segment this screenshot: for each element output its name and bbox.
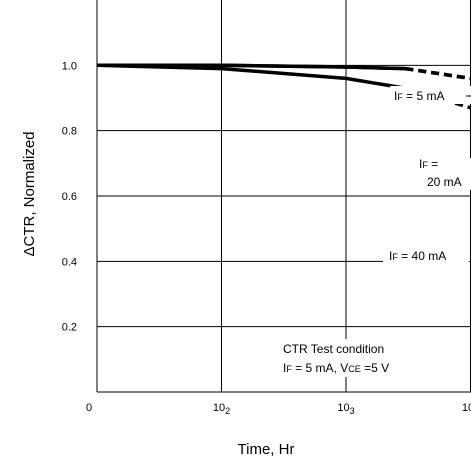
label-bg (383, 247, 469, 265)
y-tick-label: 1.0 (62, 60, 77, 72)
x-tick-label: 104 (462, 402, 471, 416)
y-axis-title: ΔCTR, Normalized (21, 131, 38, 256)
tick-labels: 01021031041050.20.40.60.81.0 (62, 60, 471, 416)
series-label-if-20ma: IF = (419, 157, 438, 171)
x-tick-label: 102 (213, 402, 230, 416)
label-bg (276, 339, 441, 377)
series-label-if-5ma: IF = 5 mA (394, 89, 445, 103)
test-condition-title: CTR Test condition (283, 342, 384, 356)
series-solid-line (96, 63, 406, 90)
series-label-if-40ma: IF = 40 mA (389, 249, 446, 263)
series-label-20ma-value: 20 mA (427, 175, 462, 189)
x-tick-label: 0 (86, 402, 92, 414)
y-tick-label: 0.2 (62, 322, 77, 334)
x-tick-label: 103 (337, 402, 354, 416)
y-tick-label: 0.6 (62, 191, 77, 203)
series-dashed-line (405, 66, 471, 81)
y-tick-label: 0.8 (62, 126, 77, 138)
annotations: IF = 5 mA IF = 20 mA IF = 40 mA CTR Test con… (276, 86, 471, 377)
label-bg (390, 86, 471, 104)
x-axis-title: Time, Hr (238, 441, 295, 458)
label-bg (414, 158, 471, 190)
y-tick-label: 0.4 (62, 256, 77, 268)
test-condition-line: IF = 5 mA, VCE =5 V (283, 361, 389, 375)
